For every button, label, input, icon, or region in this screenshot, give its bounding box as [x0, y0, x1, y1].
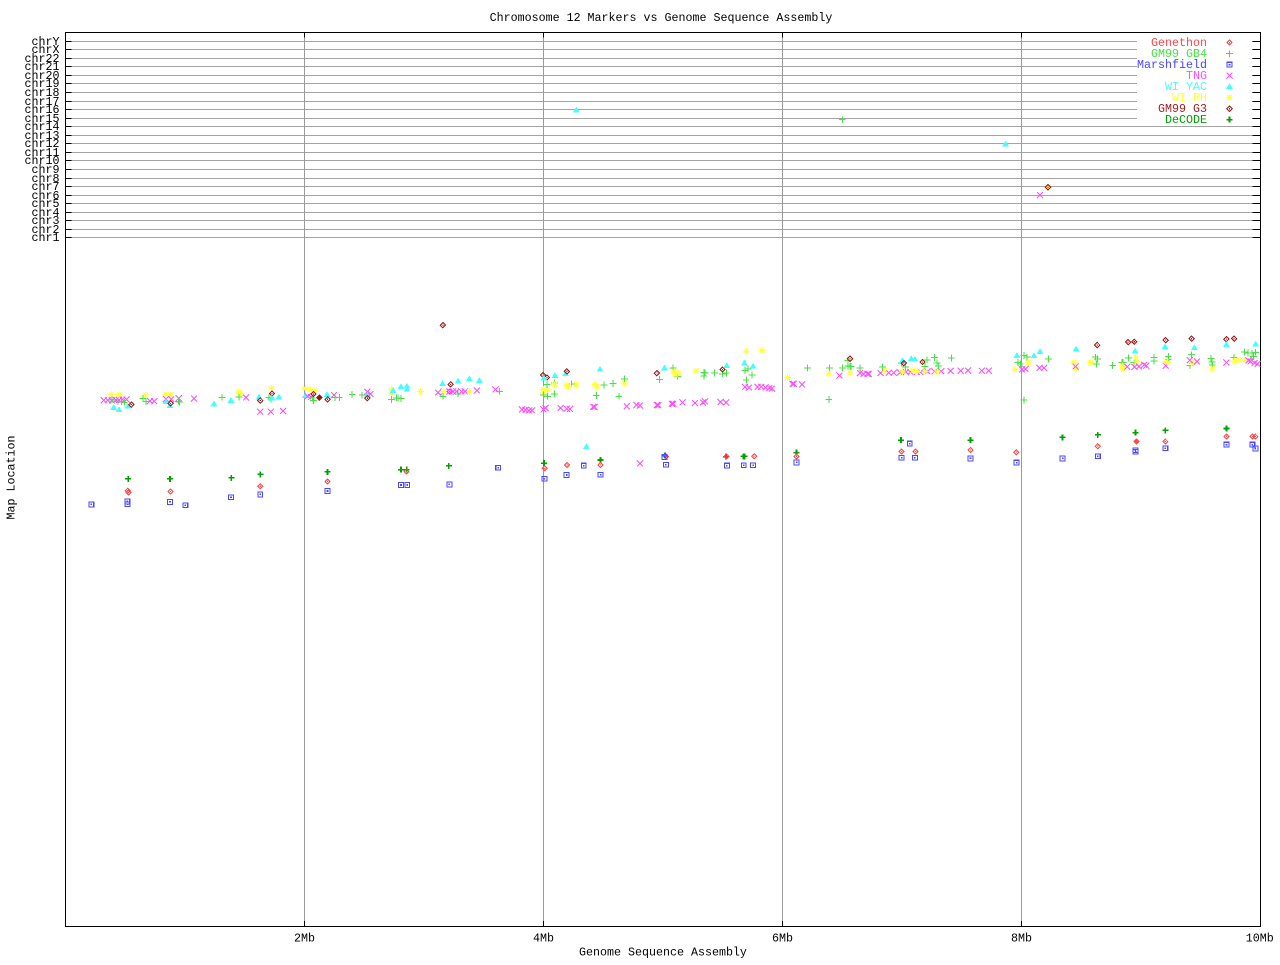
- svg-text:chr3: chr3: [32, 214, 60, 228]
- svg-text:chrY: chrY: [32, 35, 60, 49]
- svg-text:chrX: chrX: [32, 43, 60, 57]
- svg-text:Chromosome 12 Markers vs Genom: Chromosome 12 Markers vs Genome Sequence…: [490, 11, 833, 25]
- svg-text:chr12: chr12: [25, 137, 60, 151]
- svg-text:chr8: chr8: [32, 172, 60, 186]
- svg-text:chr1: chr1: [32, 231, 60, 245]
- svg-text:chr6: chr6: [32, 189, 60, 203]
- svg-text:chr2: chr2: [32, 223, 60, 237]
- svg-text:chr15: chr15: [25, 112, 60, 126]
- svg-text:chr7: chr7: [32, 180, 60, 194]
- svg-text:chr19: chr19: [25, 77, 60, 91]
- svg-text:WI RH: WI RH: [1172, 91, 1207, 105]
- svg-text:chr13: chr13: [25, 129, 60, 143]
- svg-text:TNG: TNG: [1186, 69, 1207, 83]
- svg-text:2Mb: 2Mb: [294, 931, 315, 945]
- svg-text:chr22: chr22: [25, 52, 60, 66]
- svg-text:chr11: chr11: [25, 146, 60, 160]
- svg-text:WI YAC: WI YAC: [1165, 80, 1207, 94]
- svg-text:chr9: chr9: [32, 163, 60, 177]
- svg-text:6Mb: 6Mb: [772, 931, 793, 945]
- svg-text:chr20: chr20: [25, 69, 60, 83]
- svg-text:DeCODE: DeCODE: [1165, 113, 1207, 127]
- svg-text:Map Location: Map Location: [5, 436, 19, 520]
- svg-text:chr4: chr4: [32, 206, 60, 220]
- svg-text:chr14: chr14: [25, 120, 60, 134]
- svg-text:Marshfield: Marshfield: [1137, 58, 1207, 72]
- svg-text:4Mb: 4Mb: [533, 931, 554, 945]
- svg-text:10Mb: 10Mb: [1246, 931, 1274, 945]
- svg-text:Genethon: Genethon: [1151, 36, 1207, 50]
- svg-text:chr17: chr17: [25, 95, 60, 109]
- svg-text:GM99 G3: GM99 G3: [1158, 102, 1207, 116]
- svg-text:chr5: chr5: [32, 197, 60, 211]
- svg-text:chr18: chr18: [25, 86, 60, 100]
- svg-text:GM99 GB4: GM99 GB4: [1151, 47, 1207, 61]
- svg-text:chr16: chr16: [25, 103, 60, 117]
- svg-text:chr10: chr10: [25, 154, 60, 168]
- svg-text:8Mb: 8Mb: [1011, 931, 1032, 945]
- svg-text:Genome Sequence Assembly: Genome Sequence Assembly: [579, 945, 747, 959]
- svg-text:chr21: chr21: [25, 60, 60, 74]
